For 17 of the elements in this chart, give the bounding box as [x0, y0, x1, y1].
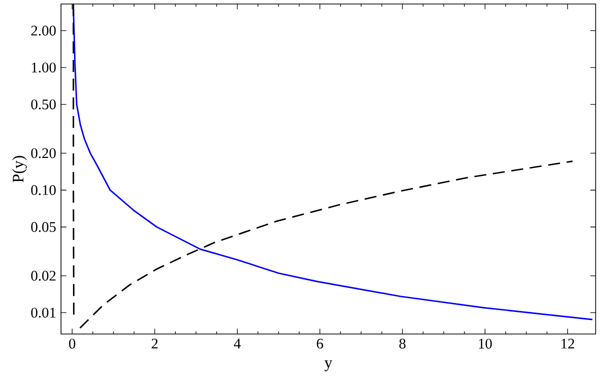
x-tick-label: 8 — [399, 338, 406, 349]
y-tick-label: 0.02 — [31, 270, 56, 281]
y-tick-label: 0.05 — [31, 222, 56, 232]
x-tick-label: 2 — [152, 338, 158, 348]
y-tick-label: 0.01 — [31, 308, 56, 318]
x-tick-label: 10 — [478, 338, 492, 349]
x-tick-label: 0 — [69, 338, 76, 349]
y-tick-label: 0.50 — [31, 99, 56, 110]
y-tick-label: 2.00 — [31, 26, 56, 36]
y-tick-label: 1.00 — [32, 62, 56, 73]
y-tick-label: 0.20 — [31, 148, 56, 158]
x-tick-label: 12 — [562, 338, 574, 348]
y-axis-title: P(y) — [12, 156, 27, 182]
x-tick-label: 4 — [234, 338, 241, 348]
x-tick-label: 6 — [316, 338, 324, 349]
x-axis-title: y — [324, 360, 332, 372]
y-tick-label: 0.10 — [31, 185, 56, 196]
